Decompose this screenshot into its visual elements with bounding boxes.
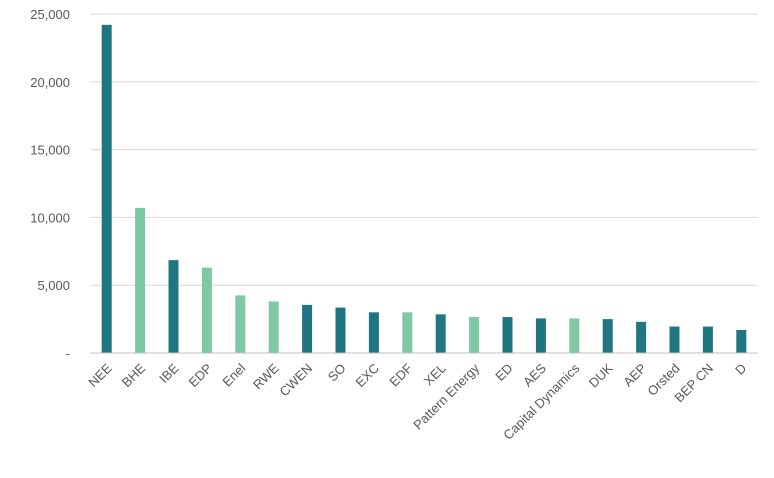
bar xyxy=(602,319,613,353)
bar xyxy=(669,326,680,353)
y-tick-label: 15,000 xyxy=(30,143,70,158)
bar xyxy=(268,301,279,353)
y-tick-label: 10,000 xyxy=(30,210,70,225)
bar xyxy=(402,312,413,353)
bar xyxy=(201,267,212,353)
x-tick-label: CWEN xyxy=(277,361,316,400)
gridlines xyxy=(90,13,758,286)
bar xyxy=(235,295,246,353)
bar xyxy=(135,207,146,353)
bar xyxy=(469,317,480,353)
x-tick-label: NEE xyxy=(85,360,115,390)
bar xyxy=(435,314,446,353)
y-tick-label: - xyxy=(66,346,70,361)
bar xyxy=(168,260,179,353)
bar xyxy=(535,318,546,353)
x-tick-label: EDF xyxy=(386,360,415,389)
x-tick-label: BHE xyxy=(119,360,149,390)
bars xyxy=(101,24,747,354)
bar xyxy=(502,317,513,353)
x-tick-label: Enel xyxy=(219,360,248,389)
x-tick-label: EXC xyxy=(353,361,383,391)
x-tick-label: D xyxy=(732,361,749,378)
y-axis-tick-labels: - 5,000 10,000 15,000 20,000 25,000 xyxy=(30,7,70,361)
bar xyxy=(569,318,580,353)
x-tick-label: AES xyxy=(520,360,549,389)
y-tick-label: 25,000 xyxy=(30,7,70,22)
x-tick-label: DUK xyxy=(586,360,616,390)
bar xyxy=(736,329,747,353)
y-tick-label: 5,000 xyxy=(37,278,70,293)
bar xyxy=(302,304,313,353)
bar xyxy=(702,326,713,353)
x-tick-label: AEP xyxy=(620,361,649,390)
bar xyxy=(101,24,112,354)
bar xyxy=(636,321,647,353)
x-tick-label: XEL xyxy=(421,361,449,389)
x-tick-label: ED xyxy=(492,361,515,384)
y-tick-label: 20,000 xyxy=(30,75,70,90)
bar xyxy=(368,312,379,353)
bar xyxy=(335,307,346,353)
x-tick-label: IBE xyxy=(156,360,182,386)
x-tick-label: EDP xyxy=(186,361,216,391)
x-tick-label: SO xyxy=(325,361,349,385)
